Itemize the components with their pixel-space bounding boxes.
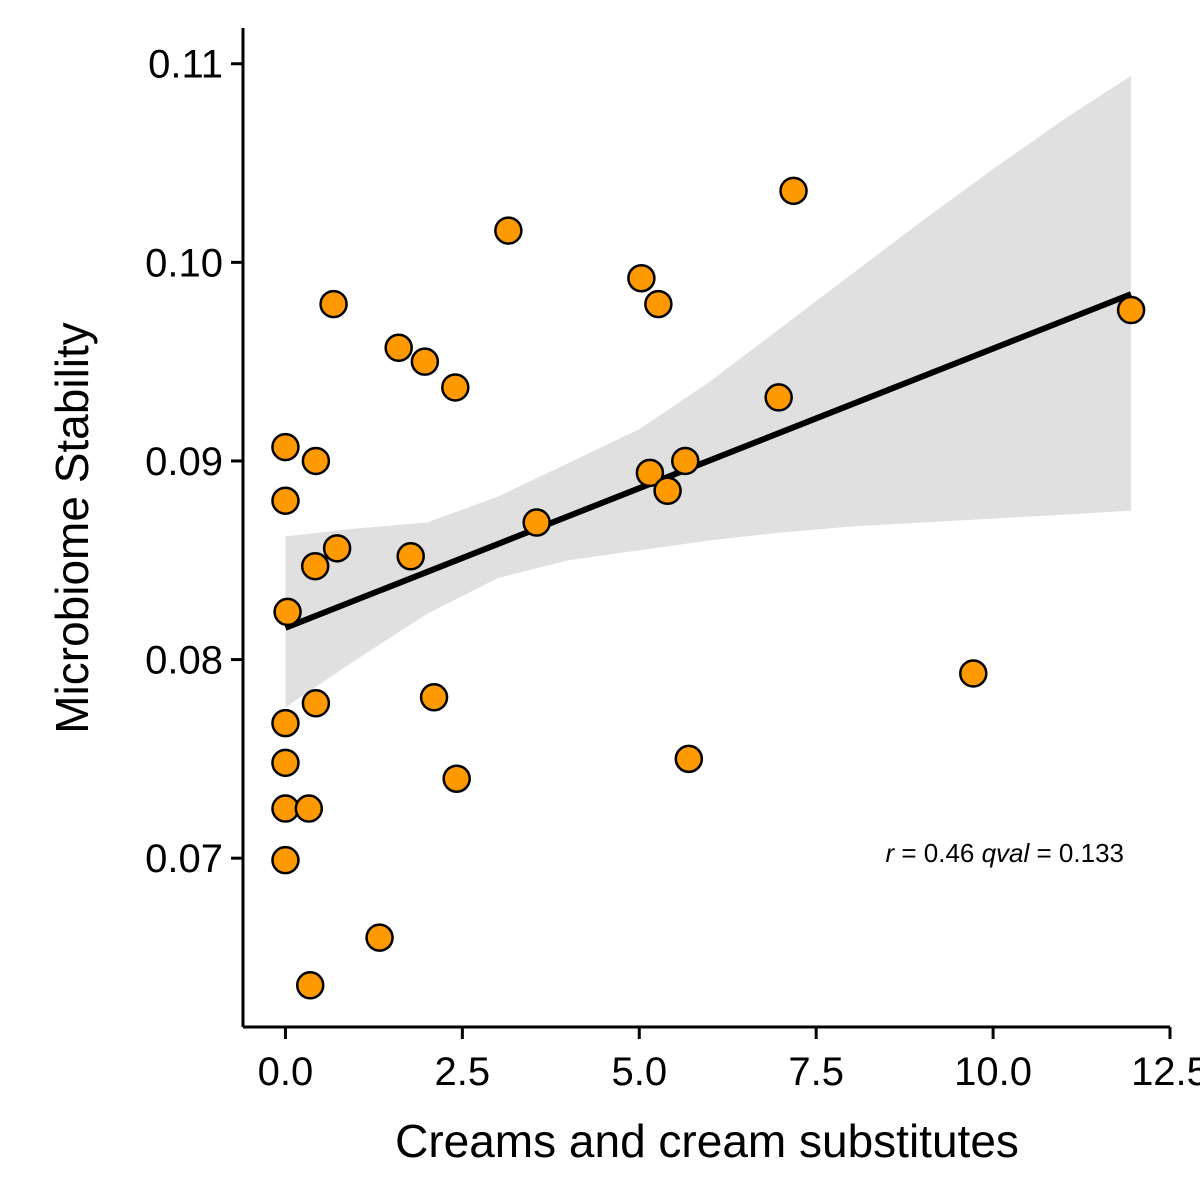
data-point-28: [671, 446, 700, 476]
data-point-6: [271, 794, 300, 823]
data-point-13: [319, 289, 348, 319]
correlation-annotation: r = 0.46 qval = 0.133: [885, 838, 1124, 868]
data-point-15: [365, 923, 394, 952]
data-point-8: [294, 794, 324, 823]
y-tick-label: 0.10: [145, 241, 223, 285]
y-tick-label: 0.07: [145, 837, 223, 881]
y-tick-label: 0.09: [145, 440, 223, 484]
x-tick-label: 0.0: [258, 1050, 314, 1094]
y-tick-label: 0.11: [148, 43, 223, 87]
data-point-27: [653, 476, 682, 506]
data-point-5: [271, 748, 300, 778]
x-tick-label: 5.0: [611, 1050, 667, 1094]
data-point-22: [494, 216, 523, 245]
data-point-9: [295, 971, 325, 1000]
r-symbol: r: [885, 838, 895, 868]
data-point-19: [419, 683, 449, 712]
data-point-33: [1116, 295, 1146, 325]
data-point-23: [522, 508, 551, 537]
data-point-12: [301, 689, 331, 718]
x-tick-label: 12.5: [1131, 1050, 1200, 1094]
y-axis-title: Microbiome Stability: [46, 322, 98, 734]
data-point-2: [271, 486, 300, 515]
axes-layer: 0.0 2.5 5.0 7.5 10.0 12.5 0.07 0.08 0.09 0.10 0.11: [145, 28, 1200, 1094]
confidence-band-layer: [285, 75, 1132, 708]
data-point-20: [441, 373, 470, 402]
data-point-30: [764, 383, 793, 412]
data-point-7: [271, 845, 300, 875]
data-point-3: [273, 597, 302, 627]
q-value: = 0.133: [1029, 838, 1124, 868]
data-point-31: [779, 176, 808, 206]
r-value: = 0.46: [894, 838, 981, 868]
data-point-26: [644, 289, 673, 319]
data-point-10: [300, 551, 330, 581]
data-point-18: [410, 347, 440, 376]
x-axis-title: Creams and cream substitutes: [395, 1115, 1019, 1167]
data-point-17: [396, 542, 425, 571]
confidence-band: [285, 75, 1132, 708]
data-point-11: [301, 446, 331, 476]
data-point-25: [635, 458, 665, 488]
data-point-14: [322, 534, 352, 563]
data-point-4: [271, 708, 300, 738]
q-symbol: qval: [982, 838, 1031, 868]
data-point-29: [674, 744, 704, 774]
y-tick-label: 0.08: [145, 639, 223, 683]
data-point-1: [271, 432, 300, 462]
regression-line: [284, 291, 1133, 631]
x-tick-label: 7.5: [788, 1050, 844, 1094]
x-tick-label: 2.5: [435, 1050, 491, 1094]
data-point-24: [627, 263, 656, 293]
fit-line-layer: [284, 291, 1133, 631]
x-tick-label: 10.0: [954, 1050, 1032, 1094]
data-point-32: [959, 659, 988, 688]
data-points-layer: [271, 176, 1146, 1000]
data-point-16: [384, 333, 413, 363]
data-point-21: [442, 764, 471, 793]
